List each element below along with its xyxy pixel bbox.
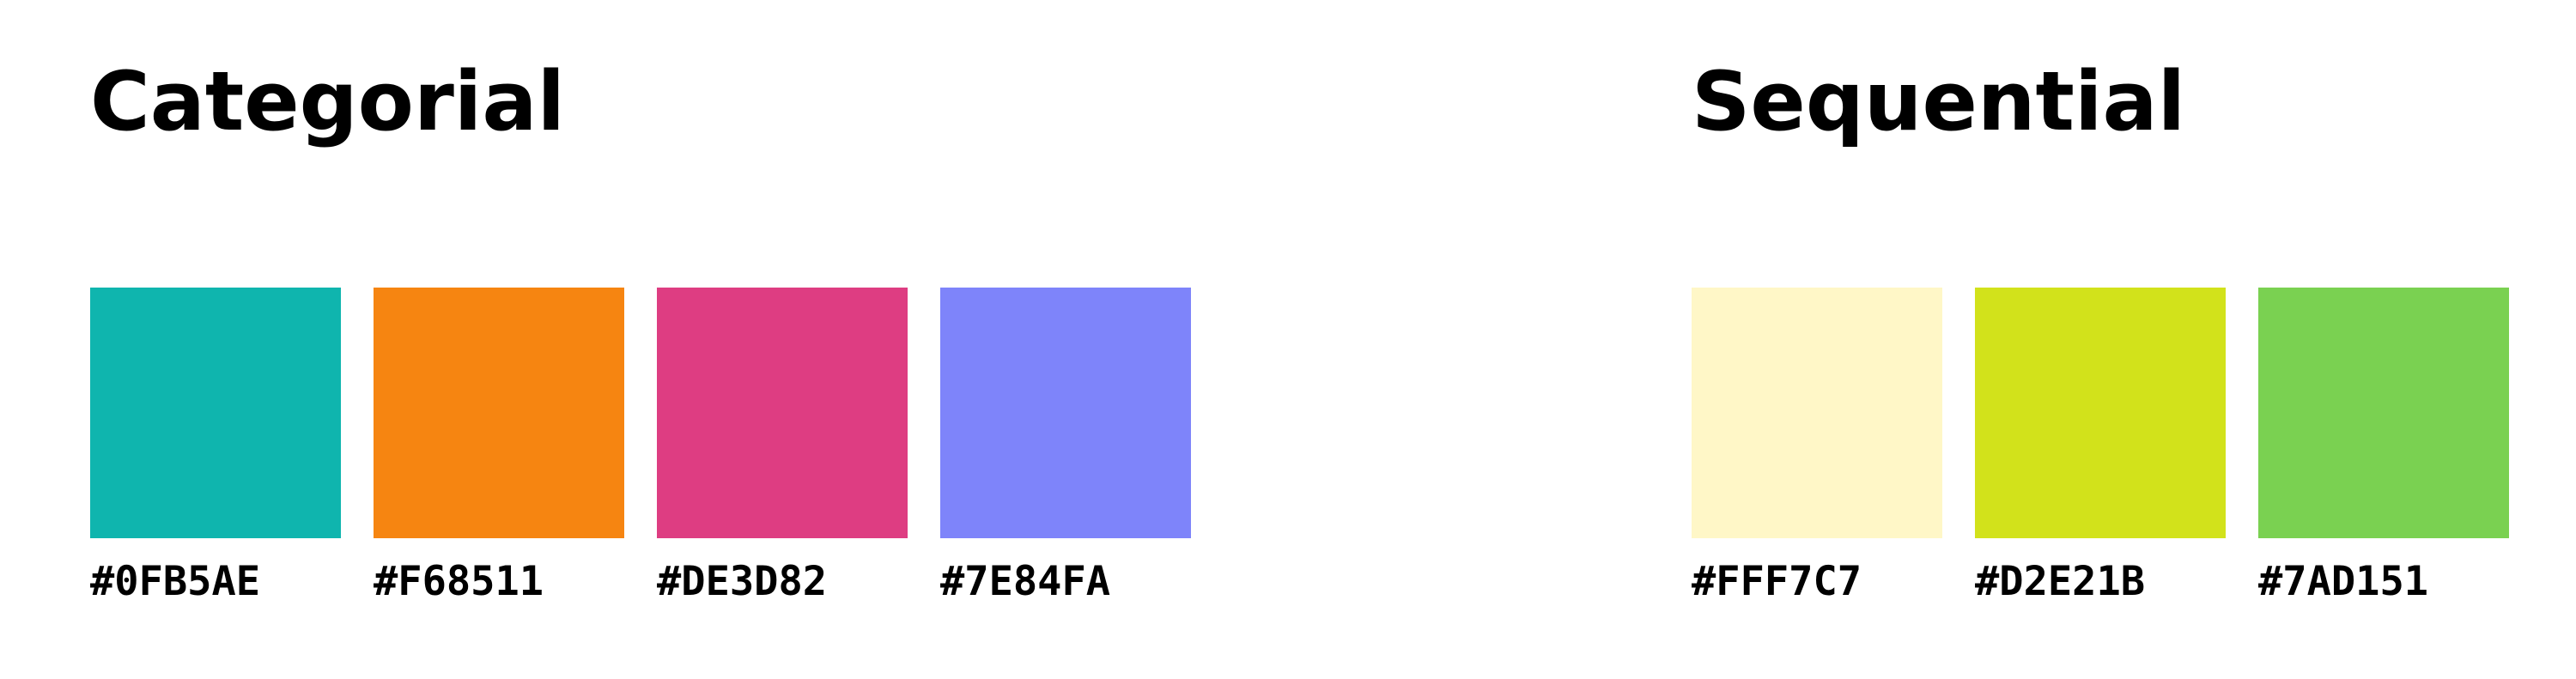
- color-swatch: #D2E21B: [1975, 288, 2226, 602]
- sequential-swatch-row: #FFF7C7 #D2E21B #7AD151: [1692, 288, 2509, 602]
- color-hex-label: #7AD151: [2258, 558, 2429, 605]
- color-hex-label: #D2E21B: [1975, 558, 2146, 605]
- color-swatch-box: [2258, 288, 2509, 538]
- color-swatch: #F68511: [374, 288, 624, 602]
- categorial-swatch-row: #0FB5AE #F68511 #DE3D82 #7E84FA: [90, 288, 1191, 602]
- color-swatch-box: [940, 288, 1191, 538]
- color-swatch-box: [1975, 288, 2226, 538]
- color-swatch-box: [90, 288, 341, 538]
- color-swatch: #0FB5AE: [90, 288, 341, 602]
- color-hex-label: #7E84FA: [940, 558, 1111, 605]
- color-hex-label: #FFF7C7: [1692, 558, 1862, 605]
- color-swatch-box: [374, 288, 624, 538]
- color-swatch: #DE3D82: [657, 288, 908, 602]
- color-swatch: #7AD151: [2258, 288, 2509, 602]
- color-swatch: #FFF7C7: [1692, 288, 1942, 602]
- color-hex-label: #F68511: [374, 558, 544, 605]
- categorial-title: Categorial: [90, 55, 566, 149]
- color-swatch-box: [1692, 288, 1942, 538]
- color-hex-label: #0FB5AE: [90, 558, 261, 605]
- sequential-title: Sequential: [1692, 55, 2186, 149]
- color-swatch: #7E84FA: [940, 288, 1191, 602]
- color-swatch-box: [657, 288, 908, 538]
- color-hex-label: #DE3D82: [657, 558, 828, 605]
